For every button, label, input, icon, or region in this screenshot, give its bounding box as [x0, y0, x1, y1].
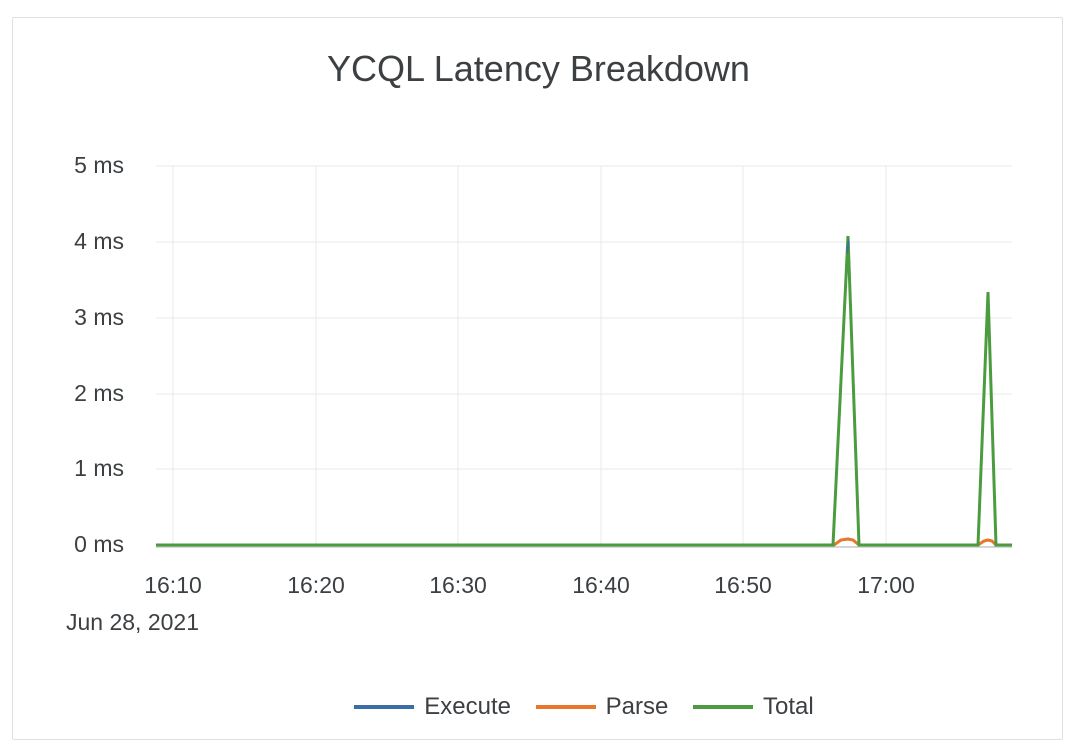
- svg-text:16:50: 16:50: [714, 572, 772, 598]
- svg-text:2 ms: 2 ms: [74, 380, 124, 406]
- svg-text:5 ms: 5 ms: [74, 152, 124, 178]
- svg-text:3 ms: 3 ms: [74, 304, 124, 330]
- svg-text:17:00: 17:00: [857, 572, 915, 598]
- svg-text:0 ms: 0 ms: [74, 531, 124, 557]
- svg-text:16:20: 16:20: [287, 572, 345, 598]
- svg-text:16:40: 16:40: [572, 572, 630, 598]
- svg-text:Jun 28, 2021: Jun 28, 2021: [66, 609, 199, 635]
- svg-text:1 ms: 1 ms: [74, 455, 124, 481]
- svg-text:16:10: 16:10: [144, 572, 202, 598]
- svg-text:16:30: 16:30: [429, 572, 487, 598]
- svg-text:4 ms: 4 ms: [74, 228, 124, 254]
